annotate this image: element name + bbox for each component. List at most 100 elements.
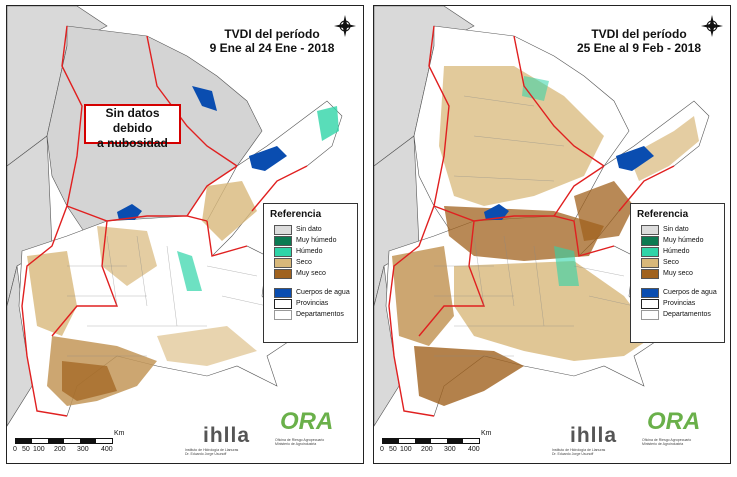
north-arrow-icon	[334, 15, 356, 37]
legend-label: Muy húmedo	[296, 237, 337, 244]
dry-area-coast	[157, 326, 257, 366]
legend-swatch	[641, 257, 659, 268]
legend-title: Referencia	[270, 209, 322, 220]
very-dry-area-south	[414, 346, 524, 406]
legend-label: Sin dato	[296, 226, 322, 233]
legend-label: Departamentos	[663, 311, 711, 318]
legend-row: Cuerpos de agua	[274, 287, 357, 298]
department-borders	[67, 235, 268, 357]
ihlla-subtitle-line1: Instituto de Hidrología de Llanuras	[552, 448, 606, 452]
legend-swatch	[641, 235, 659, 246]
scale-tick: 100	[33, 446, 45, 453]
legend-label: Seco	[663, 259, 679, 266]
ihlla-logo: ihlla	[570, 424, 617, 448]
ora-subtitle-line2: Ministerio de Agroindustria	[642, 442, 684, 446]
ora-logo: ORA	[280, 408, 333, 436]
ora-logo-text: ORA	[280, 408, 334, 435]
legend-label: Cuerpos de agua	[296, 289, 350, 296]
legend-label: Cuerpos de agua	[663, 289, 717, 296]
scale-tick: 400	[101, 446, 113, 453]
scale-unit: Km	[114, 430, 125, 437]
map-title-line1: TVDI del período	[591, 27, 687, 41]
map-title-line2: 25 Ene al 9 Feb - 2018	[576, 41, 702, 55]
legend-swatch	[274, 257, 292, 268]
map-panel-left: TVDI del período 9 Ene al 24 Ene - 2018 …	[6, 5, 364, 464]
scale-bar-graphic	[15, 438, 113, 444]
wet-area-delta	[177, 251, 202, 291]
legend-swatch	[641, 268, 659, 279]
ihlla-logo-text: ihlla	[570, 424, 618, 447]
province-borders	[21, 25, 308, 417]
dry-area-north	[439, 66, 604, 206]
ora-logo: ORA	[647, 408, 700, 436]
very-dry-area-mesopotamia	[574, 181, 634, 241]
map-title-line1: TVDI del período	[224, 27, 320, 41]
legend-right: Referencia Sin dato Muy húmedo Húmedo Se…	[630, 203, 725, 343]
legend-label: Húmedo	[663, 248, 690, 255]
scale-bar-graphic	[382, 438, 480, 444]
legend-swatch	[274, 287, 292, 298]
wet-area-northeast	[317, 106, 339, 141]
dry-area-northeast	[629, 116, 699, 181]
ihlla-subtitle-line2: Dr. Eduardo Jorge Usunoff	[185, 452, 227, 456]
map-title-line2: 9 Ene al 24 Ene - 2018	[209, 41, 335, 55]
scale-tick: 300	[77, 446, 89, 453]
scale-bar-right: Km 0 50 100 200 300 400	[380, 430, 492, 455]
legend-row: Húmedo	[641, 246, 724, 257]
scale-tick: 50	[389, 446, 397, 453]
ora-logo-text: ORA	[647, 408, 701, 435]
water-body-ibera	[616, 146, 654, 171]
legend-swatch	[641, 246, 659, 257]
legend-label: Húmedo	[296, 248, 323, 255]
dry-area-east	[202, 181, 257, 241]
wet-area-north	[522, 76, 549, 101]
ihlla-subtitle: Instituto de Hidrología de Llanuras Dr. …	[185, 448, 265, 456]
scale-tick: 200	[421, 446, 433, 453]
legend-row: Muy seco	[274, 268, 357, 279]
scale-ticks: 0 50 100 200 300 400	[13, 446, 125, 455]
ora-subtitle-line1: Oficina de Riesgo Agropecuario	[275, 438, 325, 442]
no-data-notice: Sin datos debido a nubosidad	[84, 104, 181, 150]
legend-swatch	[641, 298, 659, 309]
scale-tick: 0	[13, 446, 17, 453]
scale-tick: 300	[444, 446, 456, 453]
ora-subtitle: Oficina de Riesgo Agropecuario Ministeri…	[275, 438, 335, 446]
legend-row: Húmedo	[274, 246, 357, 257]
dry-area-west	[392, 246, 454, 346]
ihlla-subtitle-line2: Dr. Eduardo Jorge Usunoff	[552, 452, 594, 456]
scale-tick: 50	[22, 446, 30, 453]
scale-tick: 0	[380, 446, 384, 453]
legend-swatch	[274, 298, 292, 309]
department-borders	[434, 95, 635, 357]
scale-unit: Km	[481, 430, 492, 437]
ora-subtitle: Oficina de Riesgo Agropecuario Ministeri…	[642, 438, 702, 446]
legend-swatch	[274, 268, 292, 279]
legend-swatch	[641, 224, 659, 235]
province-borders	[388, 25, 675, 417]
dry-area-west	[27, 251, 77, 336]
legend-row: Muy húmedo	[641, 235, 724, 246]
legend-swatch	[274, 224, 292, 235]
legend-row: Seco	[274, 257, 357, 268]
ora-subtitle-line1: Oficina de Riesgo Agropecuario	[642, 438, 692, 442]
legend-row: Cuerpos de agua	[641, 287, 724, 298]
no-data-notice-line2: a nubosidad	[97, 136, 168, 150]
legend-row: Departamentos	[274, 309, 357, 320]
scale-tick: 400	[468, 446, 480, 453]
water-body-ibera	[249, 146, 287, 171]
wet-area-littoral	[554, 246, 579, 286]
legend-label: Muy seco	[296, 270, 326, 277]
legend-label: Provincias	[663, 300, 696, 307]
legend-row: Muy seco	[641, 268, 724, 279]
legend-row: Seco	[641, 257, 724, 268]
ora-subtitle-line2: Ministerio de Agroindustria	[275, 442, 317, 446]
legend-label: Departamentos	[296, 311, 344, 318]
legend-swatch	[274, 235, 292, 246]
north-arrow-icon	[701, 15, 723, 37]
legend-row: Provincias	[274, 298, 357, 309]
legend-row: Sin dato	[274, 224, 357, 235]
ihlla-subtitle-line1: Instituto de Hidrología de Llanuras	[185, 448, 239, 452]
legend-row: Provincias	[641, 298, 724, 309]
legend-swatch	[641, 309, 659, 320]
dry-area-pampa	[454, 261, 654, 361]
